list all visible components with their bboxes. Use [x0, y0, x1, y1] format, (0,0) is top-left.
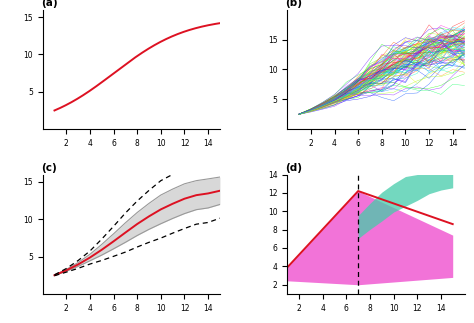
- Text: (a): (a): [41, 0, 57, 8]
- Text: (c): (c): [41, 163, 56, 173]
- Text: (d): (d): [285, 163, 302, 173]
- Text: (b): (b): [285, 0, 302, 8]
